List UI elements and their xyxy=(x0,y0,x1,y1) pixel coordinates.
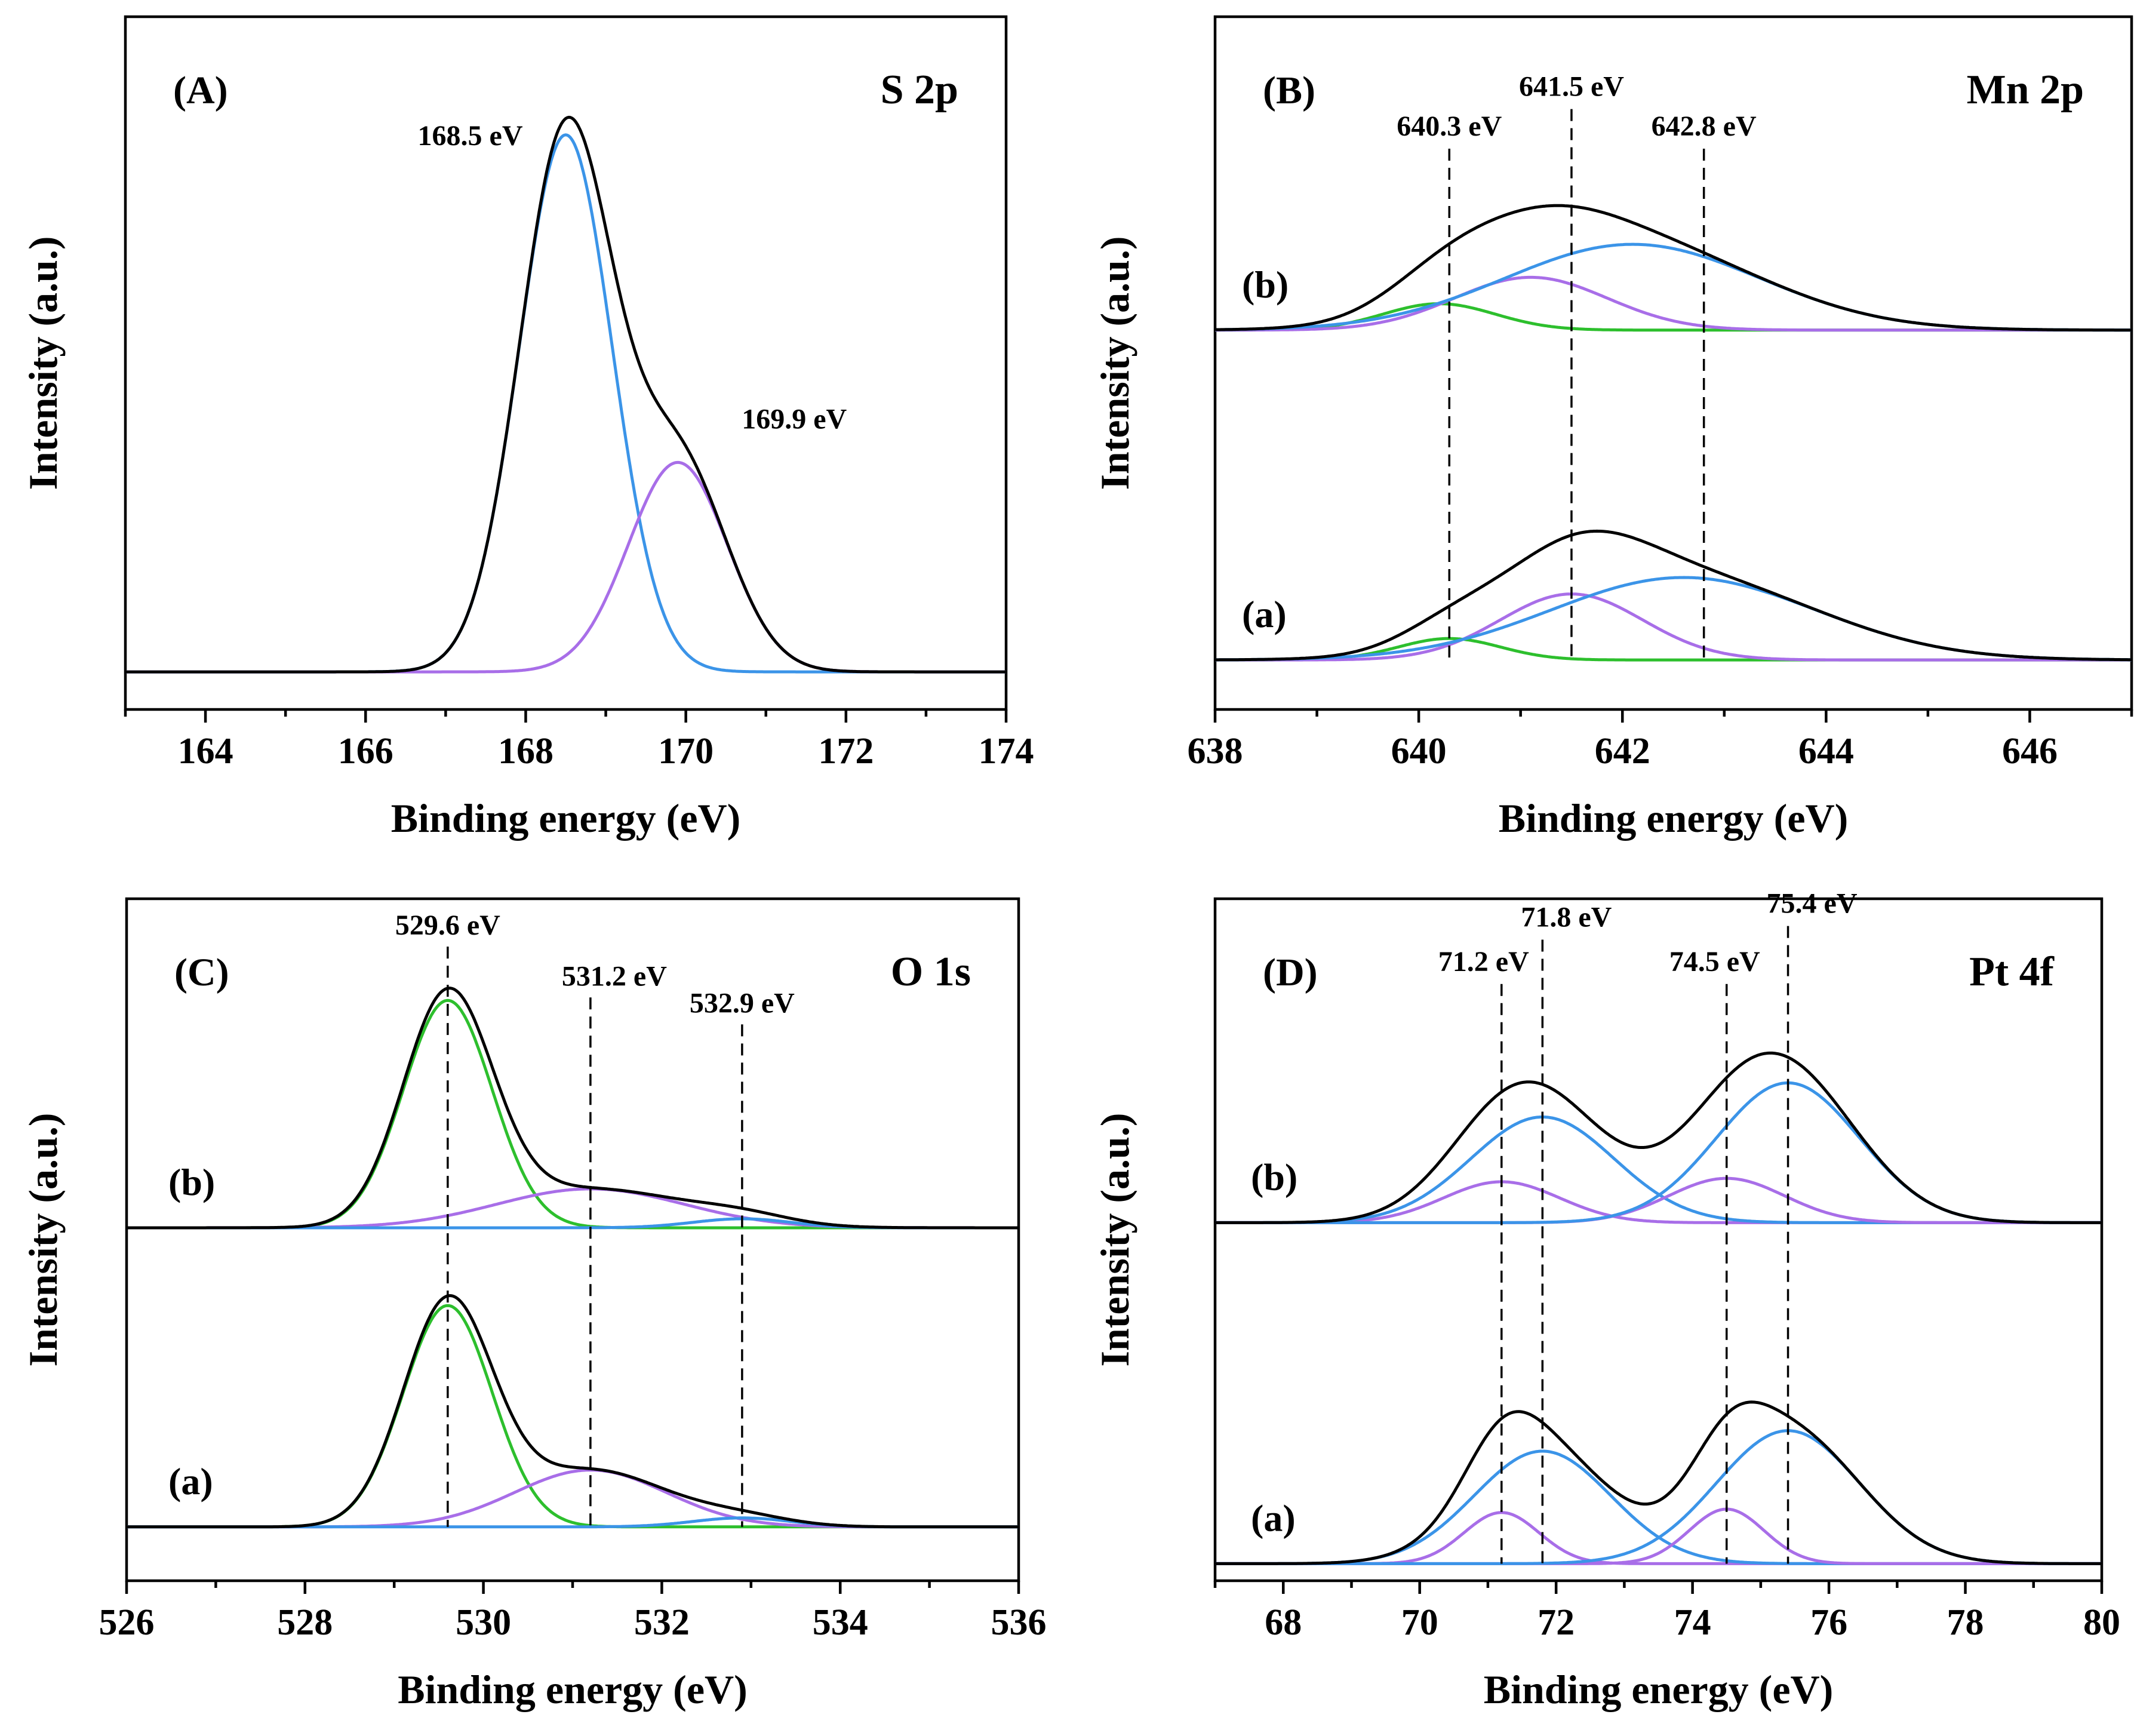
x-axis-title-d: Binding energy (eV) xyxy=(1484,1667,1834,1712)
peak-label-a-0: 168.5 eV xyxy=(418,120,523,152)
plot-frame-a xyxy=(124,15,1008,711)
component-purple-b-s1-1 xyxy=(1215,592,2132,662)
x-tick-label-b-644: 644 xyxy=(1798,731,1854,772)
x-tick-label-c-530: 530 xyxy=(456,1602,511,1643)
component-green-c-s0-0 xyxy=(127,998,1019,1230)
sample-label-c-s0: (b) xyxy=(168,1161,215,1203)
panel-title-a: S 2p xyxy=(881,67,958,113)
panel-b-mn2p: 638 640 642 644 646 Binding energy (eV) Intens… xyxy=(1092,15,2133,841)
sample-label-d-s1: (a) xyxy=(1251,1497,1296,1539)
component-green-c-s1-0 xyxy=(127,1304,1019,1529)
x-tick-label-c-528: 528 xyxy=(277,1602,333,1643)
peak-label-b-0: 640.3 eV xyxy=(1397,110,1502,142)
x-axis-title-c: Binding energy (eV) xyxy=(398,1667,748,1712)
x-tick-label-c-534: 534 xyxy=(813,1602,868,1643)
peak-label-d-0: 71.2 eV xyxy=(1438,946,1529,978)
y-axis-title-b: Intensity (a.u.) xyxy=(1092,236,1137,490)
x-tick-label-b-646: 646 xyxy=(2002,731,2058,772)
x-tick-label-d-72: 72 xyxy=(1538,1602,1575,1643)
peak-label-b-2: 642.8 eV xyxy=(1652,110,1757,142)
panel-d-pt4f: 68 70 72 74 76 78 80 Binding energy (eV) Intensi… xyxy=(1092,888,2120,1712)
component-purple-a-s0-1 xyxy=(125,460,1006,674)
sample-label-b-s0: (b) xyxy=(1242,263,1289,306)
component-purple-b-s0-1 xyxy=(1215,275,2132,332)
envelope-c-s1 xyxy=(127,1294,1019,1529)
x-tick-label-a-168: 168 xyxy=(498,731,554,772)
x-tick-label-a-174: 174 xyxy=(979,731,1034,772)
x-tick-label-d-68: 68 xyxy=(1265,1602,1302,1643)
peak-label-c-2: 532.9 eV xyxy=(690,987,795,1019)
x-tick-label-d-78: 78 xyxy=(1947,1602,1984,1643)
y-axis-title-d: Intensity (a.u.) xyxy=(1092,1113,1137,1366)
envelope-a-s0 xyxy=(125,115,1006,674)
component-blue-a-s0-0 xyxy=(125,133,1006,674)
plot-frame-b xyxy=(1213,15,2133,711)
panel-a-s2p: 164 166 168 170 172 174 Binding energy (eV) Int… xyxy=(20,15,1034,841)
plot-frame-d xyxy=(1213,897,2104,1583)
panel-letter-d: (D) xyxy=(1263,951,1318,994)
x-tick-label-a-170: 170 xyxy=(658,731,714,772)
x-tick-label-a-172: 172 xyxy=(818,731,874,772)
envelope-d-s0 xyxy=(1215,1051,2102,1224)
component-blue-d-s1-3 xyxy=(1215,1429,2102,1565)
x-tick-label-a-166: 166 xyxy=(338,731,393,772)
envelope-c-s0 xyxy=(127,987,1019,1230)
x-axis-title-b: Binding energy (eV) xyxy=(1499,795,1849,841)
panel-title-d: Pt 4f xyxy=(1969,949,2055,995)
panel-letter-c: (C) xyxy=(174,951,229,994)
x-tick-label-d-74: 74 xyxy=(1674,1602,1711,1643)
component-blue-b-s1-2 xyxy=(1215,576,2132,662)
sample-label-d-s0: (b) xyxy=(1251,1156,1297,1198)
panel-title-b: Mn 2p xyxy=(1967,67,2084,113)
x-tick-label-b-638: 638 xyxy=(1188,731,1243,772)
peak-label-d-3: 75.4 eV xyxy=(1767,888,1858,920)
y-axis-title-c: Intensity (a.u.) xyxy=(20,1113,66,1366)
peak-label-c-0: 529.6 eV xyxy=(395,910,500,941)
peak-label-d-2: 74.5 eV xyxy=(1669,946,1760,978)
x-tick-label-d-70: 70 xyxy=(1401,1602,1438,1643)
envelope-d-s1 xyxy=(1215,1400,2102,1565)
panel-title-c: O 1s xyxy=(891,949,971,995)
plot-frame-c xyxy=(125,897,1020,1583)
x-tick-label-c-536: 536 xyxy=(991,1602,1047,1643)
component-purple-c-s1-1 xyxy=(127,1468,1019,1529)
x-tick-label-c-526: 526 xyxy=(99,1602,155,1643)
x-tick-label-d-76: 76 xyxy=(1810,1602,1847,1643)
x-tick-label-a-164: 164 xyxy=(178,731,233,772)
panel-letter-b: (B) xyxy=(1263,69,1315,112)
sample-label-c-s1: (a) xyxy=(168,1460,213,1503)
panel-c-o1s: 526 528 530 532 534 536 Binding energy (eV) Int… xyxy=(20,897,1047,1712)
component-blue-d-s0-1 xyxy=(1215,1115,2102,1224)
peak-label-c-1: 531.2 eV xyxy=(562,960,667,992)
y-axis-title-a: Intensity (a.u.) xyxy=(20,236,66,490)
panel-letter-a: (A) xyxy=(173,69,228,112)
x-axis-title-a: Binding energy (eV) xyxy=(391,795,741,841)
x-tick-label-b-642: 642 xyxy=(1595,731,1650,772)
peak-label-d-1: 71.8 eV xyxy=(1521,902,1612,933)
x-tick-label-d-80: 80 xyxy=(2083,1602,2120,1643)
envelope-b-s1 xyxy=(1215,529,2132,662)
peak-label-a-1: 169.9 eV xyxy=(742,403,847,435)
peak-label-b-1: 641.5 eV xyxy=(1519,71,1624,103)
component-blue-b-s0-2 xyxy=(1215,242,2132,332)
envelope-b-s0 xyxy=(1214,204,2132,332)
x-tick-label-c-532: 532 xyxy=(634,1602,690,1643)
component-blue-d-s1-1 xyxy=(1215,1449,2102,1565)
sample-label-b-s1: (a) xyxy=(1242,593,1287,635)
x-tick-label-b-640: 640 xyxy=(1391,731,1447,772)
